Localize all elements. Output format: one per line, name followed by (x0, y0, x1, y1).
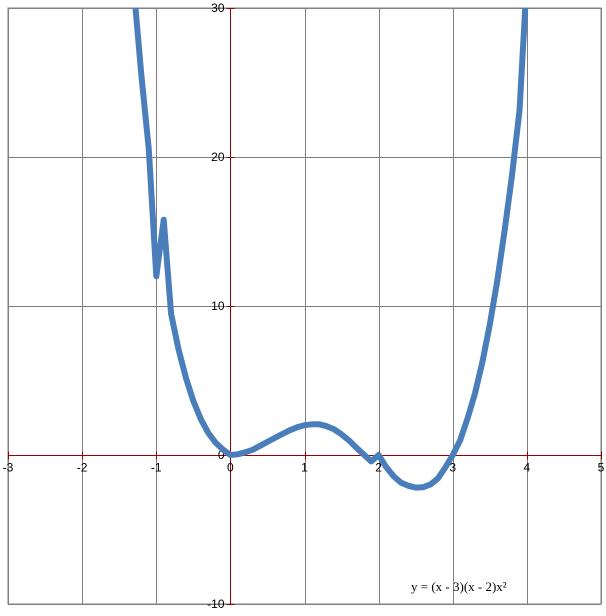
x-tick-label: -3 (3, 461, 14, 475)
x-tick-label: 3 (449, 461, 456, 475)
equation-annotation: y = (x - 3)(x - 2)x² (411, 579, 507, 594)
x-tick-label: 0 (227, 461, 234, 475)
axes (8, 8, 602, 605)
y-tick-label: 20 (211, 150, 225, 164)
x-tick-label: 1 (301, 461, 308, 475)
series-line (132, 8, 529, 491)
x-tick-label: -1 (151, 461, 162, 475)
y-tick-label: 30 (211, 1, 225, 15)
x-tick-label: 4 (524, 461, 531, 475)
y-tick-label: 0 (218, 448, 225, 462)
grid-lines (7, 7, 602, 605)
series-layer (132, 8, 529, 491)
y-tick-label: -10 (207, 597, 225, 611)
x-tick-label: 2 (375, 461, 382, 475)
x-tick-label: -2 (77, 461, 88, 475)
y-tick-label: 10 (211, 299, 225, 313)
x-tick-label: 5 (598, 461, 605, 475)
